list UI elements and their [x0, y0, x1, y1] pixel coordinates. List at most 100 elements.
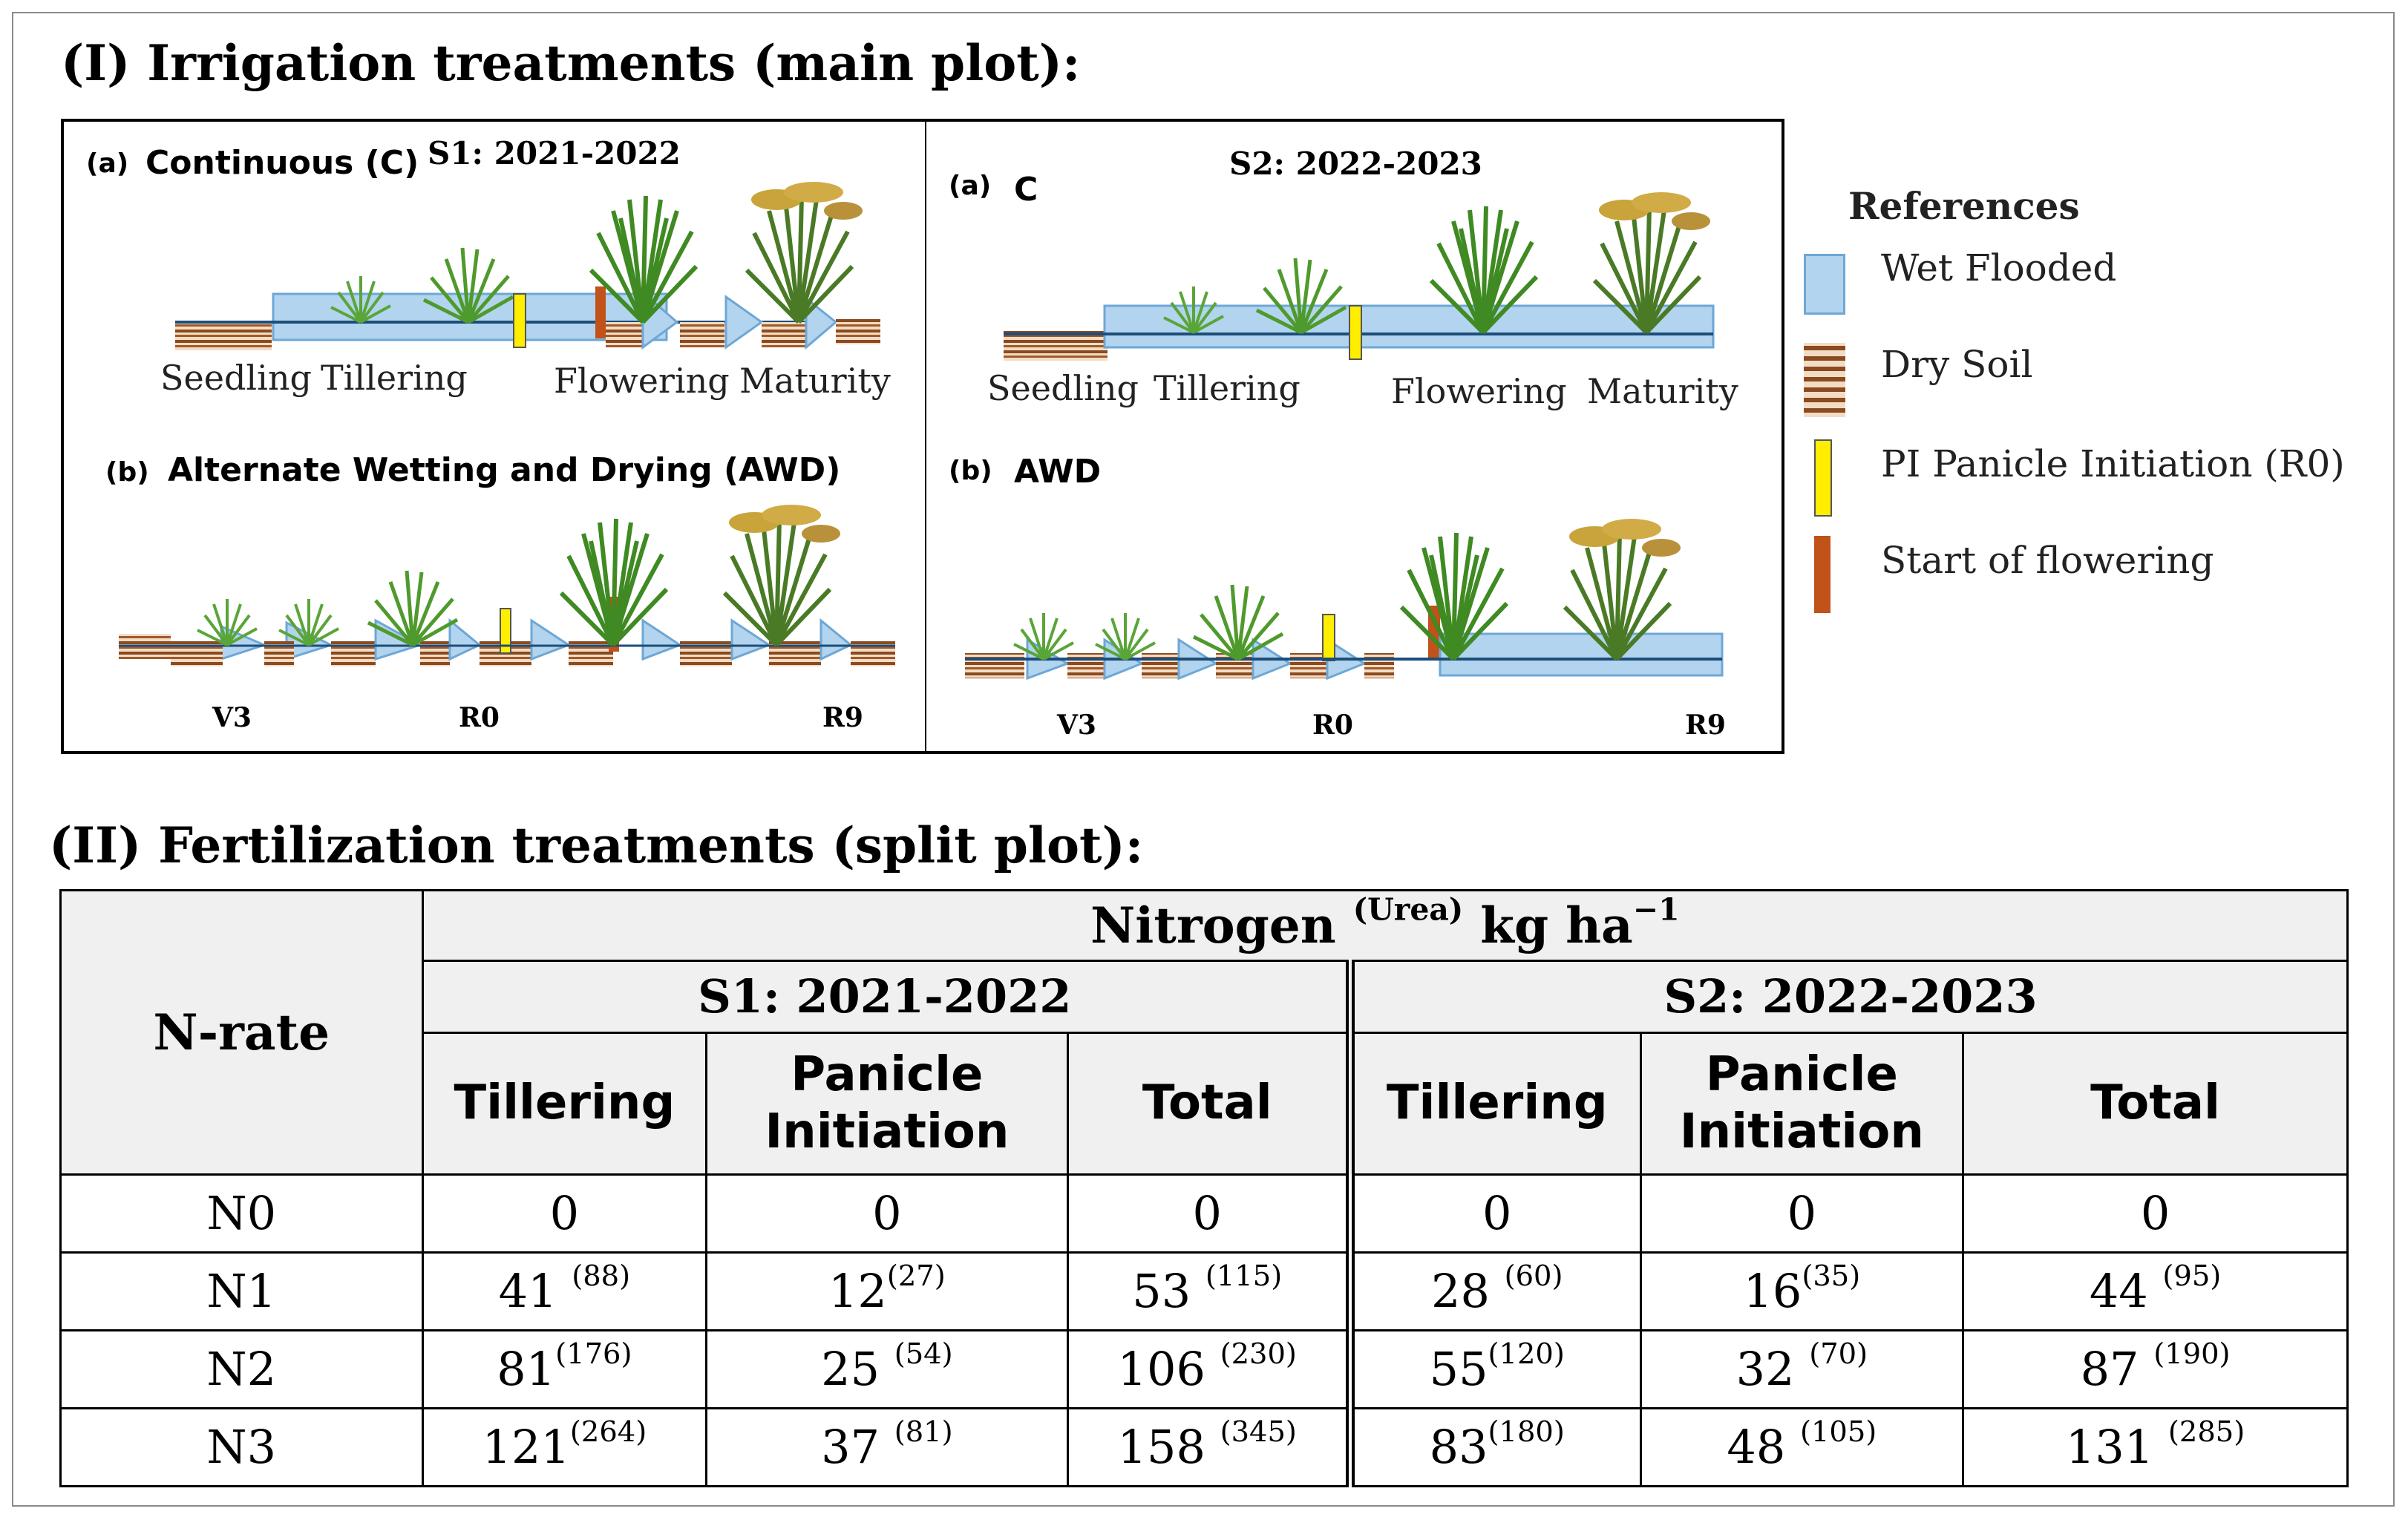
panel-s1-b-title: Alternate Wetting and Drying (AWD): [168, 451, 841, 489]
flowering-start-marker: [1814, 536, 1830, 613]
cell-product-amount: (176): [555, 1337, 632, 1372]
table-header-s2-total: Total: [1962, 1031, 2349, 1176]
table-header-s2-tillering: Tillering: [1345, 1031, 1642, 1176]
references-title: References: [1848, 184, 2080, 228]
panel-s1-season: S1: 2021-2022: [428, 135, 681, 171]
cell-s2-tillering: 0: [1345, 1173, 1642, 1254]
cell-product-amount: (95): [2162, 1259, 2222, 1294]
s2-a-stage-maturity: Maturity: [1587, 371, 1738, 411]
cell-product-amount: (120): [1488, 1337, 1565, 1372]
s2-b-pi-marker: [1322, 614, 1335, 661]
cell-s2-panicle: 48 (105): [1639, 1406, 1965, 1488]
panel-s2-b-letter: (b): [949, 456, 992, 486]
s1-b-stage-r0: R0: [459, 702, 500, 733]
cell-value: 25: [821, 1342, 894, 1397]
s1-a-stage-flowering: Flowering: [554, 361, 730, 401]
cell-value: 0: [1787, 1186, 1817, 1241]
panel-s2-scene: [965, 122, 1724, 681]
table-header-season-2: S2: 2022-2023: [1345, 959, 2349, 1034]
row-label: N1: [59, 1251, 424, 1331]
panicle-line-1: Panicle: [1705, 1046, 1898, 1102]
cell-value: 53: [1132, 1264, 1205, 1319]
s2-b-stage-v3: V3: [1057, 710, 1096, 741]
cell-value: 32: [1735, 1342, 1810, 1397]
panel-season-2: (a) C S2: 2022-2023: [925, 119, 1784, 754]
s1-a-dry-soil: [175, 321, 272, 350]
panel-s2-a-letter: (a): [949, 171, 992, 201]
table-header-nitrogen: Nitrogen (Urea) kg ha−1: [421, 889, 2349, 962]
references-label-start-of-flowering: Start of flowering: [1881, 539, 2214, 582]
cell-value: 81: [497, 1342, 556, 1397]
references-label-wet-flooded: Wet Flooded: [1881, 246, 2117, 289]
cell-product-amount: (27): [886, 1259, 946, 1294]
s1-b-stage-v3: V3: [212, 702, 252, 733]
references-label-dry-soil: Dry Soil: [1881, 343, 2033, 386]
cell-s2-tillering: 83(180): [1345, 1406, 1642, 1488]
table-header-nrate: N-rate: [59, 889, 424, 1176]
s1-a-pi-marker: [513, 293, 526, 348]
nitrogen-urea-sup: (Urea): [1352, 891, 1464, 928]
table-header-s2-panicle: Panicle Initiation: [1639, 1031, 1965, 1176]
cell-product-amount: (54): [894, 1337, 953, 1372]
cell-product-amount: (81): [894, 1415, 953, 1449]
cell-s2-total: 44 (95): [1962, 1251, 2349, 1331]
cell-product-amount: (264): [569, 1415, 647, 1449]
cell-s1-panicle: 0: [705, 1173, 1069, 1254]
cell-value: 28: [1431, 1264, 1505, 1319]
cell-value: 16: [1743, 1264, 1802, 1319]
cell-value: 131: [2065, 1420, 2168, 1475]
s2-a-stage-flowering: Flowering: [1391, 371, 1567, 411]
cell-product-amount: (180): [1488, 1415, 1565, 1449]
cell-s1-panicle: 25 (54): [705, 1329, 1069, 1409]
cell-product-amount: (60): [1504, 1259, 1563, 1294]
cell-s2-total: 131 (285): [1962, 1406, 2349, 1488]
cell-value: 0: [2140, 1186, 2170, 1241]
panicle-line-2: Initiation: [765, 1104, 1010, 1159]
cell-s2-panicle: 0: [1639, 1173, 1965, 1254]
cell-value: 121: [482, 1420, 570, 1475]
nitrogen-unit-sup: −1: [1632, 891, 1680, 928]
cell-value: 158: [1117, 1420, 1220, 1475]
cell-value: 87: [2080, 1342, 2154, 1397]
cell-value: 12: [828, 1264, 887, 1319]
cell-value: 44: [2089, 1264, 2163, 1319]
cell-s2-tillering: 28 (60): [1345, 1251, 1642, 1331]
cell-product-amount: (190): [2153, 1337, 2231, 1372]
table-header-season-1: S1: 2021-2022: [421, 959, 1352, 1034]
s1-a-stage-tillering: Tillering: [321, 358, 468, 398]
panicle-initiation-marker: [1814, 439, 1832, 517]
table-header-s1-panicle: Panicle Initiation: [705, 1031, 1069, 1176]
s2-b-stage-r9: R9: [1685, 710, 1726, 741]
cell-s2-total: 87 (190): [1962, 1329, 2349, 1409]
nitrogen-label: Nitrogen: [1090, 896, 1336, 954]
nitrogen-rate-table: N-rate Nitrogen (Urea) kg ha−1 S1: 2021-…: [59, 889, 2349, 1488]
panel-s1-a-title: Continuous (C): [145, 144, 419, 182]
table-row: N0 0 0 0 0 0 0: [59, 1173, 2349, 1254]
cell-product-amount: (345): [1220, 1415, 1297, 1449]
cell-value: 0: [1482, 1186, 1512, 1241]
row-label: N0: [59, 1173, 424, 1254]
cell-value: 0: [872, 1186, 902, 1241]
references-legend: References Wet Flooded Dry Soil PI Panic…: [1804, 178, 2383, 623]
cell-s2-panicle: 32 (70): [1639, 1329, 1965, 1409]
panicle-line-2: Initiation: [1679, 1104, 1924, 1159]
cell-s1-total: 158 (345): [1066, 1406, 1352, 1488]
s2-b-wet-flooded: [1439, 632, 1724, 677]
dry-soil-swatch: [1804, 343, 1845, 417]
panel-season-1: (a) Continuous (C) S1: 2021-2022: [61, 119, 926, 754]
s2-a-pi-marker: [1349, 305, 1362, 360]
s2-b-stage-r0: R0: [1312, 710, 1353, 741]
cell-product-amount: (115): [1205, 1259, 1283, 1294]
cell-s1-panicle: 37 (81): [705, 1406, 1069, 1488]
cell-value: 48: [1727, 1420, 1800, 1475]
table-header-s1-tillering: Tillering: [421, 1031, 708, 1176]
cell-value: 106: [1117, 1342, 1220, 1397]
s1-a-flower-marker: [595, 286, 606, 338]
cell-s1-total: 106 (230): [1066, 1329, 1352, 1409]
cell-product-amount: (88): [572, 1259, 631, 1294]
references-label-panicle-initiation: PI Panicle Initiation (R0): [1881, 442, 2345, 485]
table-header-s1-total: Total: [1066, 1031, 1352, 1176]
cell-product-amount: (230): [1220, 1337, 1297, 1372]
wet-flooded-swatch: [1804, 254, 1845, 315]
cell-s1-tillering: 81(176): [421, 1329, 708, 1409]
